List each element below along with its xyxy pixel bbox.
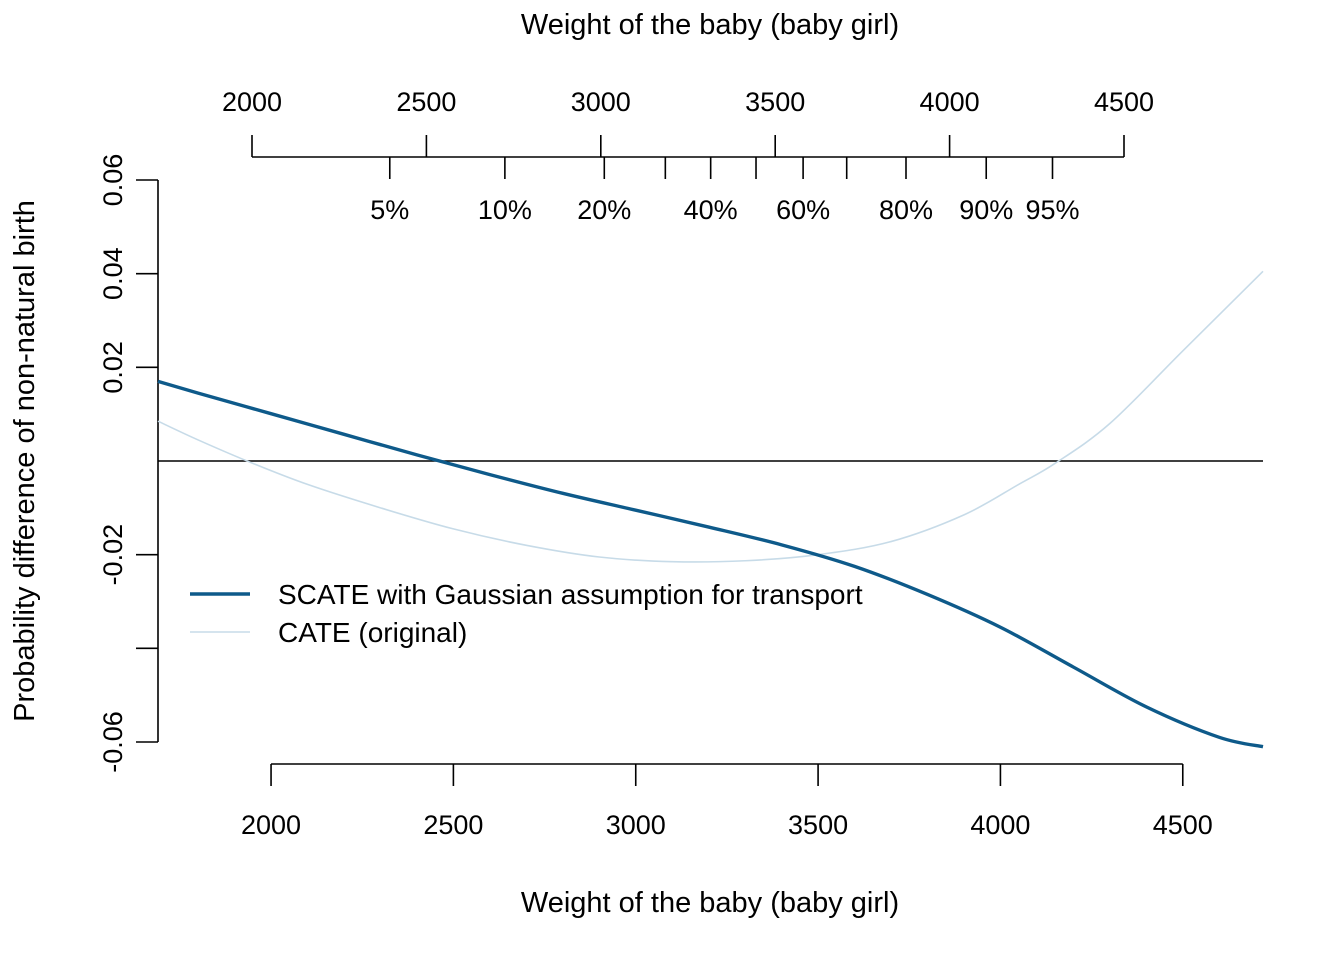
y-axis: 0.06 0.04 0.02 -0.02 -0.06 <box>98 154 159 773</box>
x-tick-label: 4500 <box>1153 810 1213 840</box>
y-axis-title: Probability difference of non-natural bi… <box>9 200 41 722</box>
y-tick-label: -0.06 <box>98 711 128 773</box>
series-layer <box>157 270 1264 749</box>
top-quantile-label: 10% <box>478 195 532 225</box>
x-tick-label: 2000 <box>241 810 301 840</box>
top-quantile-label: 20% <box>577 195 631 225</box>
top-weight-label: 4500 <box>1094 87 1154 117</box>
top-weight-label: 4000 <box>920 87 980 117</box>
legend: SCATE with Gaussian assumption for trans… <box>190 579 863 648</box>
top-axis: 2000 2500 3000 3500 4000 4500 5% 10% 20% 40% 60% 80… <box>222 87 1154 225</box>
y-tick-label: 0.06 <box>98 154 128 207</box>
top-weight-label: 3500 <box>745 87 805 117</box>
series-line-cate <box>157 270 1264 563</box>
x-axis-title: Weight of the baby (baby girl) <box>521 887 899 919</box>
legend-label-scate: SCATE with Gaussian assumption for trans… <box>278 579 863 610</box>
top-quantile-label: 40% <box>684 195 738 225</box>
top-weight-label: 3000 <box>571 87 631 117</box>
top-quantile-label: 80% <box>879 195 933 225</box>
top-weight-label: 2000 <box>222 87 282 117</box>
top-axis-title: Weight of the baby (baby girl) <box>521 9 899 41</box>
legend-label-cate: CATE (original) <box>278 617 467 648</box>
top-quantile-label: 95% <box>1025 195 1079 225</box>
y-tick-label: 0.04 <box>98 247 128 300</box>
y-tick-label: 0.02 <box>98 341 128 394</box>
top-weight-label: 2500 <box>396 87 456 117</box>
y-tick-label: -0.02 <box>98 524 128 586</box>
series-line-scate <box>157 379 1264 749</box>
x-tick-label: 3000 <box>606 810 666 840</box>
x-tick-label: 3500 <box>788 810 848 840</box>
top-quantile-label: 5% <box>370 195 409 225</box>
top-quantile-label: 90% <box>959 195 1013 225</box>
x-tick-label: 2500 <box>423 810 483 840</box>
x-tick-label: 4000 <box>970 810 1030 840</box>
x-axis: 2000 2500 3000 3500 4000 4500 <box>241 763 1213 840</box>
top-quantile-label: 60% <box>776 195 830 225</box>
